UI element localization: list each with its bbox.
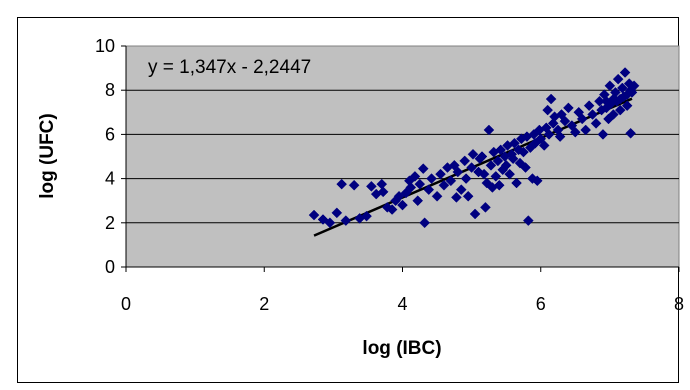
data-point: [405, 182, 417, 193]
x-tick-label: 2: [259, 294, 269, 314]
data-point: [377, 186, 389, 198]
data-point: [619, 67, 631, 78]
data-point: [601, 95, 612, 107]
x-tick-label: 6: [536, 294, 546, 314]
data-point: [522, 215, 534, 226]
data-point: [607, 109, 619, 120]
data-point: [554, 131, 566, 142]
data-point: [409, 171, 421, 182]
data-point: [518, 146, 529, 158]
data-point: [462, 190, 474, 202]
data-point: [324, 217, 336, 229]
data-point: [480, 201, 491, 213]
data-point: [397, 199, 408, 211]
data-point: [531, 175, 543, 187]
data-point: [445, 175, 457, 187]
data-point: [490, 171, 502, 182]
data-point: [331, 207, 343, 219]
data-point: [569, 126, 581, 138]
data-point: [460, 173, 472, 184]
y-tick-label: 4: [105, 169, 115, 189]
data-point: [414, 178, 426, 190]
y-tick-label: 8: [105, 80, 115, 100]
data-point: [542, 104, 554, 116]
data-point: [400, 187, 412, 199]
data-point: [621, 100, 633, 112]
data-point: [590, 117, 602, 129]
data-point: [417, 163, 429, 175]
data-point: [511, 177, 522, 189]
data-point: [478, 168, 490, 180]
data-point: [426, 173, 437, 184]
data-point: [492, 155, 504, 167]
y-tick-label: 6: [105, 124, 115, 144]
data-point: [493, 179, 505, 191]
data-point: [507, 153, 519, 165]
x-tick-label: 0: [121, 294, 131, 314]
data-point: [504, 168, 515, 180]
x-tick-label: 4: [397, 294, 407, 314]
data-point: [628, 80, 640, 92]
y-tick-label: 2: [105, 213, 115, 233]
data-point: [509, 137, 520, 149]
data-point: [469, 208, 481, 220]
data-point: [500, 159, 512, 171]
data-point: [604, 80, 616, 92]
data-point: [614, 104, 626, 116]
data-point: [419, 217, 430, 229]
x-tick-label: 8: [674, 294, 684, 314]
data-point: [495, 144, 507, 156]
data-point: [386, 204, 398, 215]
y-axis-title: log (UFC): [37, 113, 58, 198]
gridlines: [126, 89, 679, 224]
data-point: [576, 113, 588, 125]
data-point: [366, 180, 377, 192]
data-point: [483, 124, 495, 136]
data-point: [625, 127, 636, 139]
axes: 0 2 4 6 8 10 0 2 4 6 8: [95, 36, 684, 314]
y-tick-label: 0: [105, 257, 115, 277]
data-point: [455, 184, 467, 196]
trendline-equation: y = 1,347x - 2,2447: [148, 57, 311, 78]
data-point: [520, 162, 531, 173]
data-point: [580, 124, 592, 136]
data-point: [485, 159, 497, 171]
data-point: [451, 192, 462, 203]
data-point: [583, 100, 595, 112]
data-point: [412, 195, 424, 207]
data-point: [476, 151, 488, 162]
data-point: [361, 210, 372, 222]
data-points: [308, 67, 640, 229]
plot-area: [125, 45, 680, 268]
x-axis-title: log (IBC): [362, 338, 441, 359]
data-point: [563, 102, 574, 114]
data-point: [587, 109, 598, 120]
data-point: [459, 155, 471, 167]
data-point: [452, 166, 464, 178]
data-point: [336, 178, 348, 190]
data-point: [466, 162, 477, 173]
data-point: [621, 89, 633, 100]
data-point: [467, 148, 479, 160]
data-point: [543, 129, 555, 140]
data-point: [435, 168, 446, 180]
data-point: [431, 190, 443, 202]
data-point: [597, 129, 609, 140]
data-point: [423, 184, 435, 196]
data-point: [612, 73, 624, 85]
data-point: [538, 140, 550, 151]
data-point: [348, 179, 360, 191]
y-tick-label: 10: [95, 36, 115, 56]
data-point: [340, 215, 352, 226]
data-point: [545, 93, 557, 105]
data-point: [308, 209, 320, 221]
data-point: [559, 115, 571, 127]
data-point: [438, 179, 450, 191]
